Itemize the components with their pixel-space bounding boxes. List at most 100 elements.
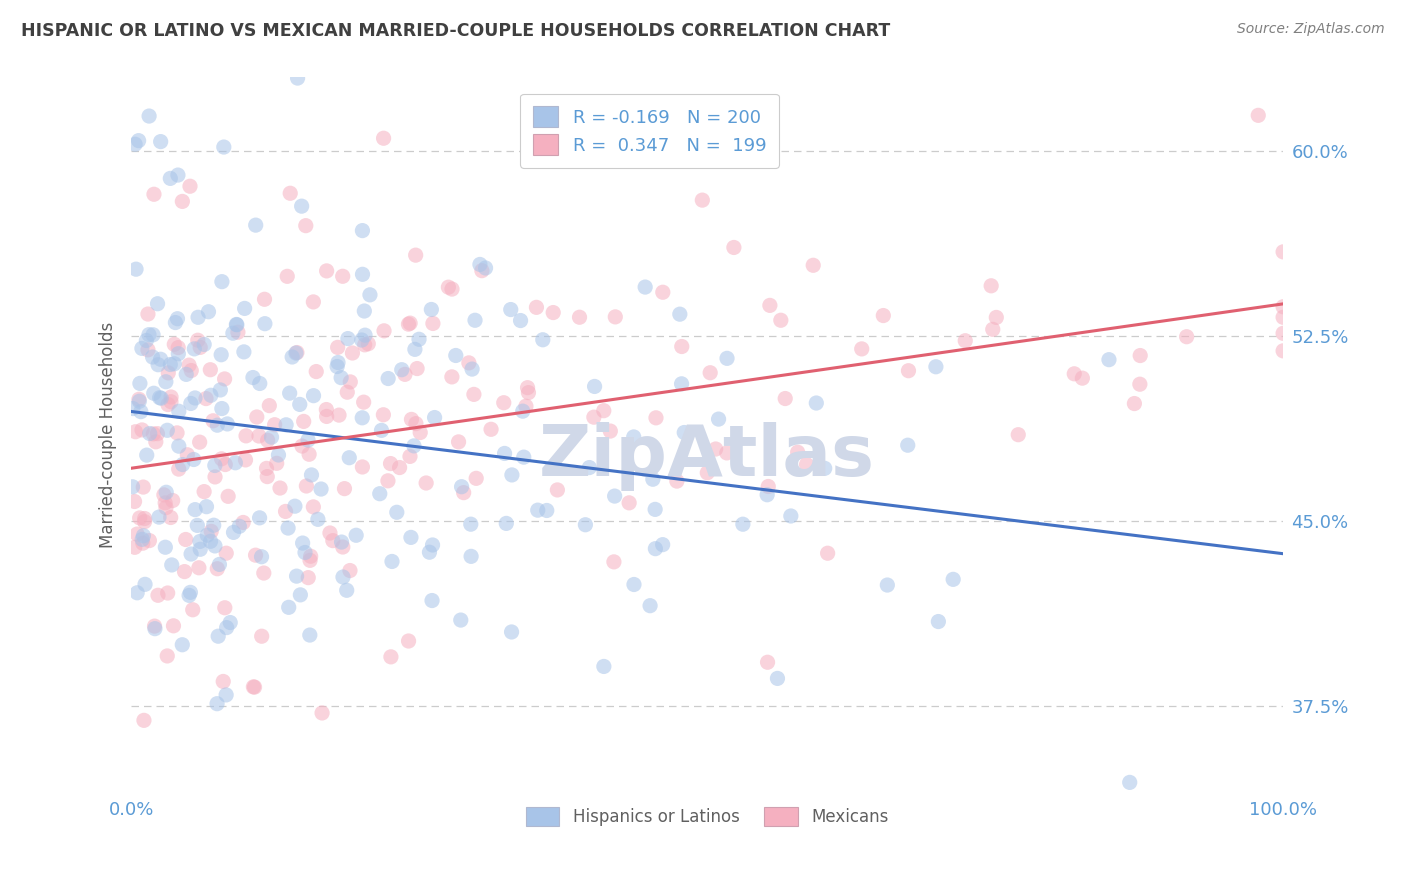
Point [135, 448, 157, 462]
Point [136, 307, 159, 321]
Point [460, 549, 482, 564]
Point [143, 619, 166, 633]
Point [134, 515, 156, 529]
Point [501, 467, 523, 482]
Point [212, 674, 235, 689]
Point [444, 349, 467, 363]
Point [380, 649, 402, 664]
Point [634, 280, 657, 294]
Point [163, 357, 186, 371]
Point [599, 424, 621, 438]
Point [512, 404, 534, 418]
Point [156, 586, 179, 600]
Point [188, 435, 211, 450]
Point [274, 504, 297, 518]
Point [263, 417, 285, 432]
Point [516, 381, 538, 395]
Point [215, 546, 238, 560]
Point [1071, 371, 1094, 385]
Point [769, 313, 792, 327]
Point [501, 624, 523, 639]
Point [146, 358, 169, 372]
Point [232, 344, 254, 359]
Point [513, 450, 536, 465]
Point [299, 549, 322, 564]
Point [290, 588, 312, 602]
Point [353, 395, 375, 409]
Point [723, 240, 745, 254]
Point [645, 410, 668, 425]
Point [623, 430, 645, 444]
Point [138, 327, 160, 342]
Point [294, 219, 316, 233]
Point [1247, 108, 1270, 122]
Point [153, 496, 176, 510]
Point [339, 564, 361, 578]
Point [165, 316, 187, 330]
Point [256, 434, 278, 448]
Point [385, 505, 408, 519]
Point [336, 583, 359, 598]
Point [249, 511, 271, 525]
Point [214, 372, 236, 386]
Point [333, 482, 356, 496]
Point [294, 545, 316, 559]
Point [409, 425, 432, 440]
Point [174, 533, 197, 547]
Point [423, 410, 446, 425]
Point [578, 460, 600, 475]
Point [326, 359, 349, 374]
Point [217, 417, 239, 431]
Point [181, 603, 204, 617]
Point [1098, 352, 1121, 367]
Point [398, 634, 420, 648]
Point [180, 396, 202, 410]
Point [136, 343, 159, 357]
Point [131, 533, 153, 547]
Point [195, 528, 218, 542]
Point [172, 194, 194, 209]
Point [131, 423, 153, 437]
Point [326, 355, 349, 369]
Point [146, 296, 169, 310]
Point [339, 375, 361, 389]
Point [665, 474, 688, 488]
Point [377, 474, 399, 488]
Point [226, 325, 249, 339]
Point [128, 511, 150, 525]
Point [464, 313, 486, 327]
Point [247, 429, 270, 443]
Point [332, 540, 354, 554]
Point [330, 535, 353, 549]
Point [359, 288, 381, 302]
Point [207, 629, 229, 643]
Point [394, 368, 416, 382]
Point [492, 395, 515, 409]
Point [207, 418, 229, 433]
Point [592, 659, 614, 673]
Point [332, 570, 354, 584]
Point [276, 269, 298, 284]
Point [243, 680, 266, 694]
Point [156, 423, 179, 437]
Point [256, 461, 278, 475]
Point [125, 262, 148, 277]
Point [245, 548, 267, 562]
Point [242, 680, 264, 694]
Point [250, 549, 273, 564]
Point [166, 311, 188, 326]
Point [699, 366, 721, 380]
Point [344, 528, 367, 542]
Point [291, 439, 314, 453]
Point [692, 193, 714, 207]
Point [305, 365, 328, 379]
Point [460, 517, 482, 532]
Point [377, 371, 399, 385]
Point [328, 408, 350, 422]
Point [163, 337, 186, 351]
Point [246, 409, 269, 424]
Point [399, 316, 422, 330]
Point [330, 370, 353, 384]
Point [373, 408, 395, 422]
Point [266, 456, 288, 470]
